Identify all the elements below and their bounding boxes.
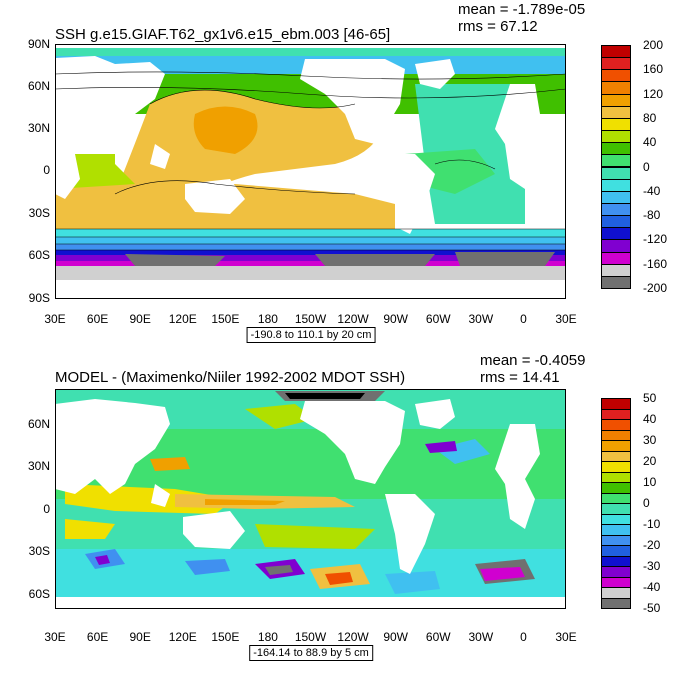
x-tick-label: 120E [168, 630, 197, 644]
x-tick-label: 90E [129, 630, 151, 644]
colorbar-label: -20 [643, 538, 661, 552]
colorbar-label: 0 [643, 496, 650, 510]
x-tick-label: 90W [383, 630, 408, 644]
y-tick-label: 60S [28, 248, 50, 262]
range-label: -164.14 to 88.9 by 5 cm [249, 645, 373, 661]
y-tick-label: 60S [28, 587, 50, 601]
x-tick-label: 0 [520, 630, 527, 644]
rms-value: rms = 67.12 [458, 18, 538, 35]
colorbar-label: 40 [643, 135, 657, 150]
x-tick-label: 180 [257, 312, 278, 326]
x-tick-label: 150W [294, 312, 327, 326]
y-tick-label: 90S [28, 291, 50, 305]
colorbar-label: 50 [643, 391, 657, 405]
colorbar-swatch [601, 275, 631, 289]
colorbar-label: -50 [643, 601, 661, 615]
x-tick-label: 30E [555, 630, 577, 644]
x-tick-label: 0 [520, 312, 527, 326]
x-tick-label: 150W [294, 630, 327, 644]
panel-title: SSH g.e15.GIAF.T62_gx1v6.e15_ebm.003 [46… [55, 26, 391, 43]
x-tick-label: 90E [129, 312, 151, 326]
x-tick-label: 120E [168, 312, 197, 326]
x-tick-label: 120W [337, 630, 369, 644]
y-tick-label: 30S [28, 544, 50, 558]
diff-map [55, 389, 566, 609]
colorbar-label: 20 [643, 454, 657, 468]
colorbar-label: -160 [643, 256, 668, 271]
x-tick-label: 60E [86, 630, 109, 644]
colorbar-label: -80 [643, 208, 661, 223]
colorbar-label: -40 [643, 183, 661, 198]
panel-title: MODEL - (Maximenko/Niiler 1992-2002 MDOT… [55, 369, 406, 386]
mean-value: mean = -0.4059 [480, 352, 586, 369]
colorbar-label: 160 [643, 62, 664, 77]
y-tick-label: 0 [43, 163, 50, 177]
ssh-panel: SSH g.e15.GIAF.T62_gx1v6.e15_ebm.003 [46… [0, 0, 700, 343]
range-label: -190.8 to 110.1 by 20 cm [246, 327, 376, 343]
x-tick-label: 90W [383, 312, 408, 326]
colorbar-label: -200 [643, 281, 668, 295]
y-tick-label: 60N [27, 79, 50, 93]
y-tick-label: 30S [28, 206, 50, 220]
x-tick-label: 120W [337, 312, 369, 326]
colorbar-label: -40 [643, 580, 661, 594]
y-tick-label: 0 [43, 502, 50, 516]
y-tick-label: 30N [27, 121, 50, 135]
colorbar-swatch [601, 597, 631, 609]
y-tick-label: 90N [27, 37, 50, 51]
x-tick-label: 30E [555, 312, 577, 326]
y-tick-label: 60N [27, 417, 50, 431]
colorbar-label: 200 [643, 38, 664, 52]
x-tick-label: 30E [44, 630, 66, 644]
colorbar-label: 10 [643, 475, 657, 489]
colorbar-label: 120 [643, 86, 664, 101]
colorbar-label: 40 [643, 412, 657, 426]
x-tick-label: 30W [468, 630, 494, 644]
mean-value: mean = -1.789e-05 [458, 1, 586, 18]
colorbar: 50 40 30 20 10 0 -10 -20 -30 -40 -50 [601, 391, 681, 615]
x-tick-label: 60W [425, 312, 451, 326]
x-tick-label: 150E [211, 312, 240, 326]
y-tick-label: 30N [27, 459, 50, 473]
x-tick-label: 180 [257, 630, 278, 644]
x-tick-label: 150E [211, 630, 240, 644]
x-tick-label: 60W [425, 630, 451, 644]
colorbar-label: 30 [643, 433, 657, 447]
colorbar-label: -30 [643, 559, 661, 573]
colorbar-label: 0 [643, 159, 650, 174]
ssh-map [55, 44, 566, 299]
x-tick-label: 30W [468, 312, 494, 326]
colorbar-label: -10 [643, 517, 661, 531]
colorbar: 200 160 120 80 40 0 -40 -80 -120 -160 -200 [601, 38, 681, 295]
x-tick-label: 30E [44, 312, 66, 326]
rms-value: rms = 14.41 [480, 369, 560, 386]
x-tick-label: 60E [86, 312, 109, 326]
colorbar-label: -120 [643, 232, 668, 247]
colorbar-label: 80 [643, 110, 657, 125]
